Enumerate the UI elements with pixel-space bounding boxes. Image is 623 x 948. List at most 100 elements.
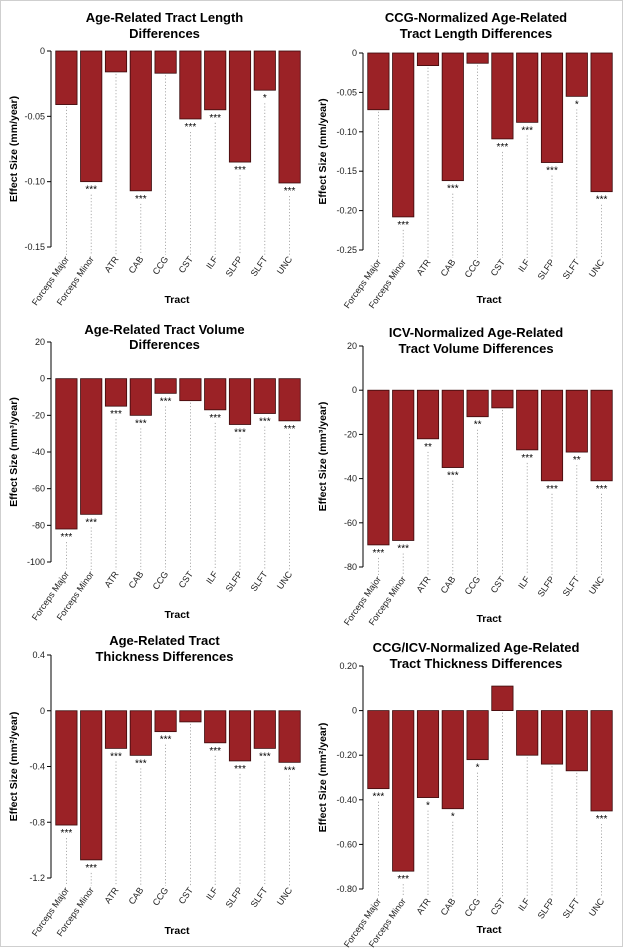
y-tick-label: -1.2 <box>29 873 45 883</box>
x-tick-label: ATR <box>102 254 120 274</box>
y-tick-label: -0.05 <box>24 111 45 121</box>
y-tick-label: 0 <box>40 706 45 716</box>
significance-marker: * <box>263 93 267 104</box>
bar-cab <box>129 50 152 192</box>
bar-ilf <box>204 378 227 411</box>
bar-unc <box>590 389 613 482</box>
x-tick-label: SLFP <box>224 885 245 909</box>
significance-marker: *** <box>546 166 558 177</box>
bar-unc <box>278 710 301 763</box>
chart-title: Age-Related Tract Volume <box>84 322 244 337</box>
bar-cst <box>179 378 202 402</box>
significance-marker: *** <box>135 418 147 429</box>
x-tick-label: ILF <box>516 896 532 913</box>
significance-marker: *** <box>497 142 509 153</box>
significance-marker: ** <box>424 442 432 453</box>
x-tick-label: CST <box>489 574 508 595</box>
x-tick-label: CAB <box>127 885 146 906</box>
significance-marker: *** <box>397 874 409 885</box>
x-axis-label: Tract <box>164 294 190 306</box>
bar-ilf <box>204 50 227 111</box>
x-tick-label: SLFP <box>224 254 245 278</box>
x-tick-label: ILF <box>516 257 532 274</box>
significance-marker: * <box>426 801 430 812</box>
y-tick-label: 20 <box>35 337 45 347</box>
x-tick-label: UNC <box>587 896 607 918</box>
y-tick-label: -0.10 <box>24 177 45 187</box>
x-tick-label: CAB <box>127 254 146 275</box>
x-tick-label: ILF <box>204 885 220 902</box>
significance-marker: * <box>451 812 455 823</box>
bar-slfp <box>540 52 564 163</box>
y-tick-label: -0.05 <box>336 87 357 97</box>
x-tick-label: ATR <box>102 885 120 905</box>
bar-ccg <box>466 52 489 64</box>
x-axis-label: Tract <box>476 294 502 306</box>
x-tick-label: SLFP <box>536 896 557 920</box>
significance-marker: *** <box>85 185 97 196</box>
bar-slfp <box>540 389 564 482</box>
bar-ilf <box>204 710 227 744</box>
x-tick-label: CAB <box>127 569 146 590</box>
x-tick-label: ILF <box>204 569 220 586</box>
x-tick-label: SLFT <box>249 254 270 278</box>
bar-ccg <box>154 50 177 74</box>
bar-cab <box>129 710 152 756</box>
x-tick-label: CST <box>177 569 196 590</box>
bar-ccg <box>154 710 177 733</box>
significance-marker: *** <box>373 548 385 559</box>
bar-cst <box>491 389 514 409</box>
bar-cst <box>491 685 514 712</box>
y-tick-label: 0.20 <box>339 661 357 671</box>
x-tick-label: SLFT <box>561 896 582 920</box>
y-tick-label: -0.25 <box>336 245 357 255</box>
significance-marker: ** <box>474 420 482 431</box>
x-tick-label: CAB <box>439 257 458 278</box>
significance-marker: *** <box>284 765 296 776</box>
x-tick-label: ILF <box>516 574 532 591</box>
y-tick-label: -80 <box>32 520 45 530</box>
x-tick-label: ATR <box>414 896 432 916</box>
bar-slft <box>565 389 588 453</box>
chart-title: CCG/ICV-Normalized Age-Related <box>373 640 580 655</box>
x-tick-label: CAB <box>439 896 458 917</box>
x-tick-label: CCG <box>463 574 483 596</box>
bar-slft <box>253 50 276 91</box>
x-tick-label: SLFP <box>536 257 557 281</box>
bar-cst <box>179 50 202 120</box>
y-tick-label: -0.10 <box>336 127 357 137</box>
significance-marker: *** <box>110 409 122 420</box>
bar-slfp <box>228 378 252 425</box>
bar-atr <box>104 710 128 749</box>
significance-marker: *** <box>85 863 97 874</box>
x-tick-label: SLFT <box>249 885 270 909</box>
significance-marker: *** <box>135 758 147 769</box>
significance-marker: *** <box>135 194 147 205</box>
x-tick-label: CCG <box>151 885 171 907</box>
chart-title: ICV-Normalized Age-Related <box>389 325 563 340</box>
bar-ccg <box>154 378 177 394</box>
x-tick-label: UNC <box>275 885 295 907</box>
bar-unc <box>278 378 301 422</box>
bar-forceps-major <box>367 52 390 111</box>
x-tick-label: SLFP <box>224 569 245 593</box>
bar-ccg <box>466 710 489 761</box>
x-tick-label: ILF <box>204 254 220 271</box>
bar-slft <box>253 378 276 414</box>
x-tick-label: ATR <box>414 257 432 277</box>
y-tick-label: -40 <box>344 474 357 484</box>
significance-marker: *** <box>110 751 122 762</box>
bar-cab <box>129 378 152 416</box>
x-tick-label: CAB <box>439 574 458 595</box>
x-tick-label: CCG <box>463 257 483 279</box>
bar-slft <box>565 710 588 772</box>
y-axis-label: Effect Size (mm³/year) <box>317 402 329 512</box>
x-tick-label: CST <box>177 885 196 906</box>
x-tick-label: SLFT <box>249 569 270 593</box>
x-tick-label: UNC <box>275 569 295 591</box>
bar-cst <box>491 52 514 140</box>
